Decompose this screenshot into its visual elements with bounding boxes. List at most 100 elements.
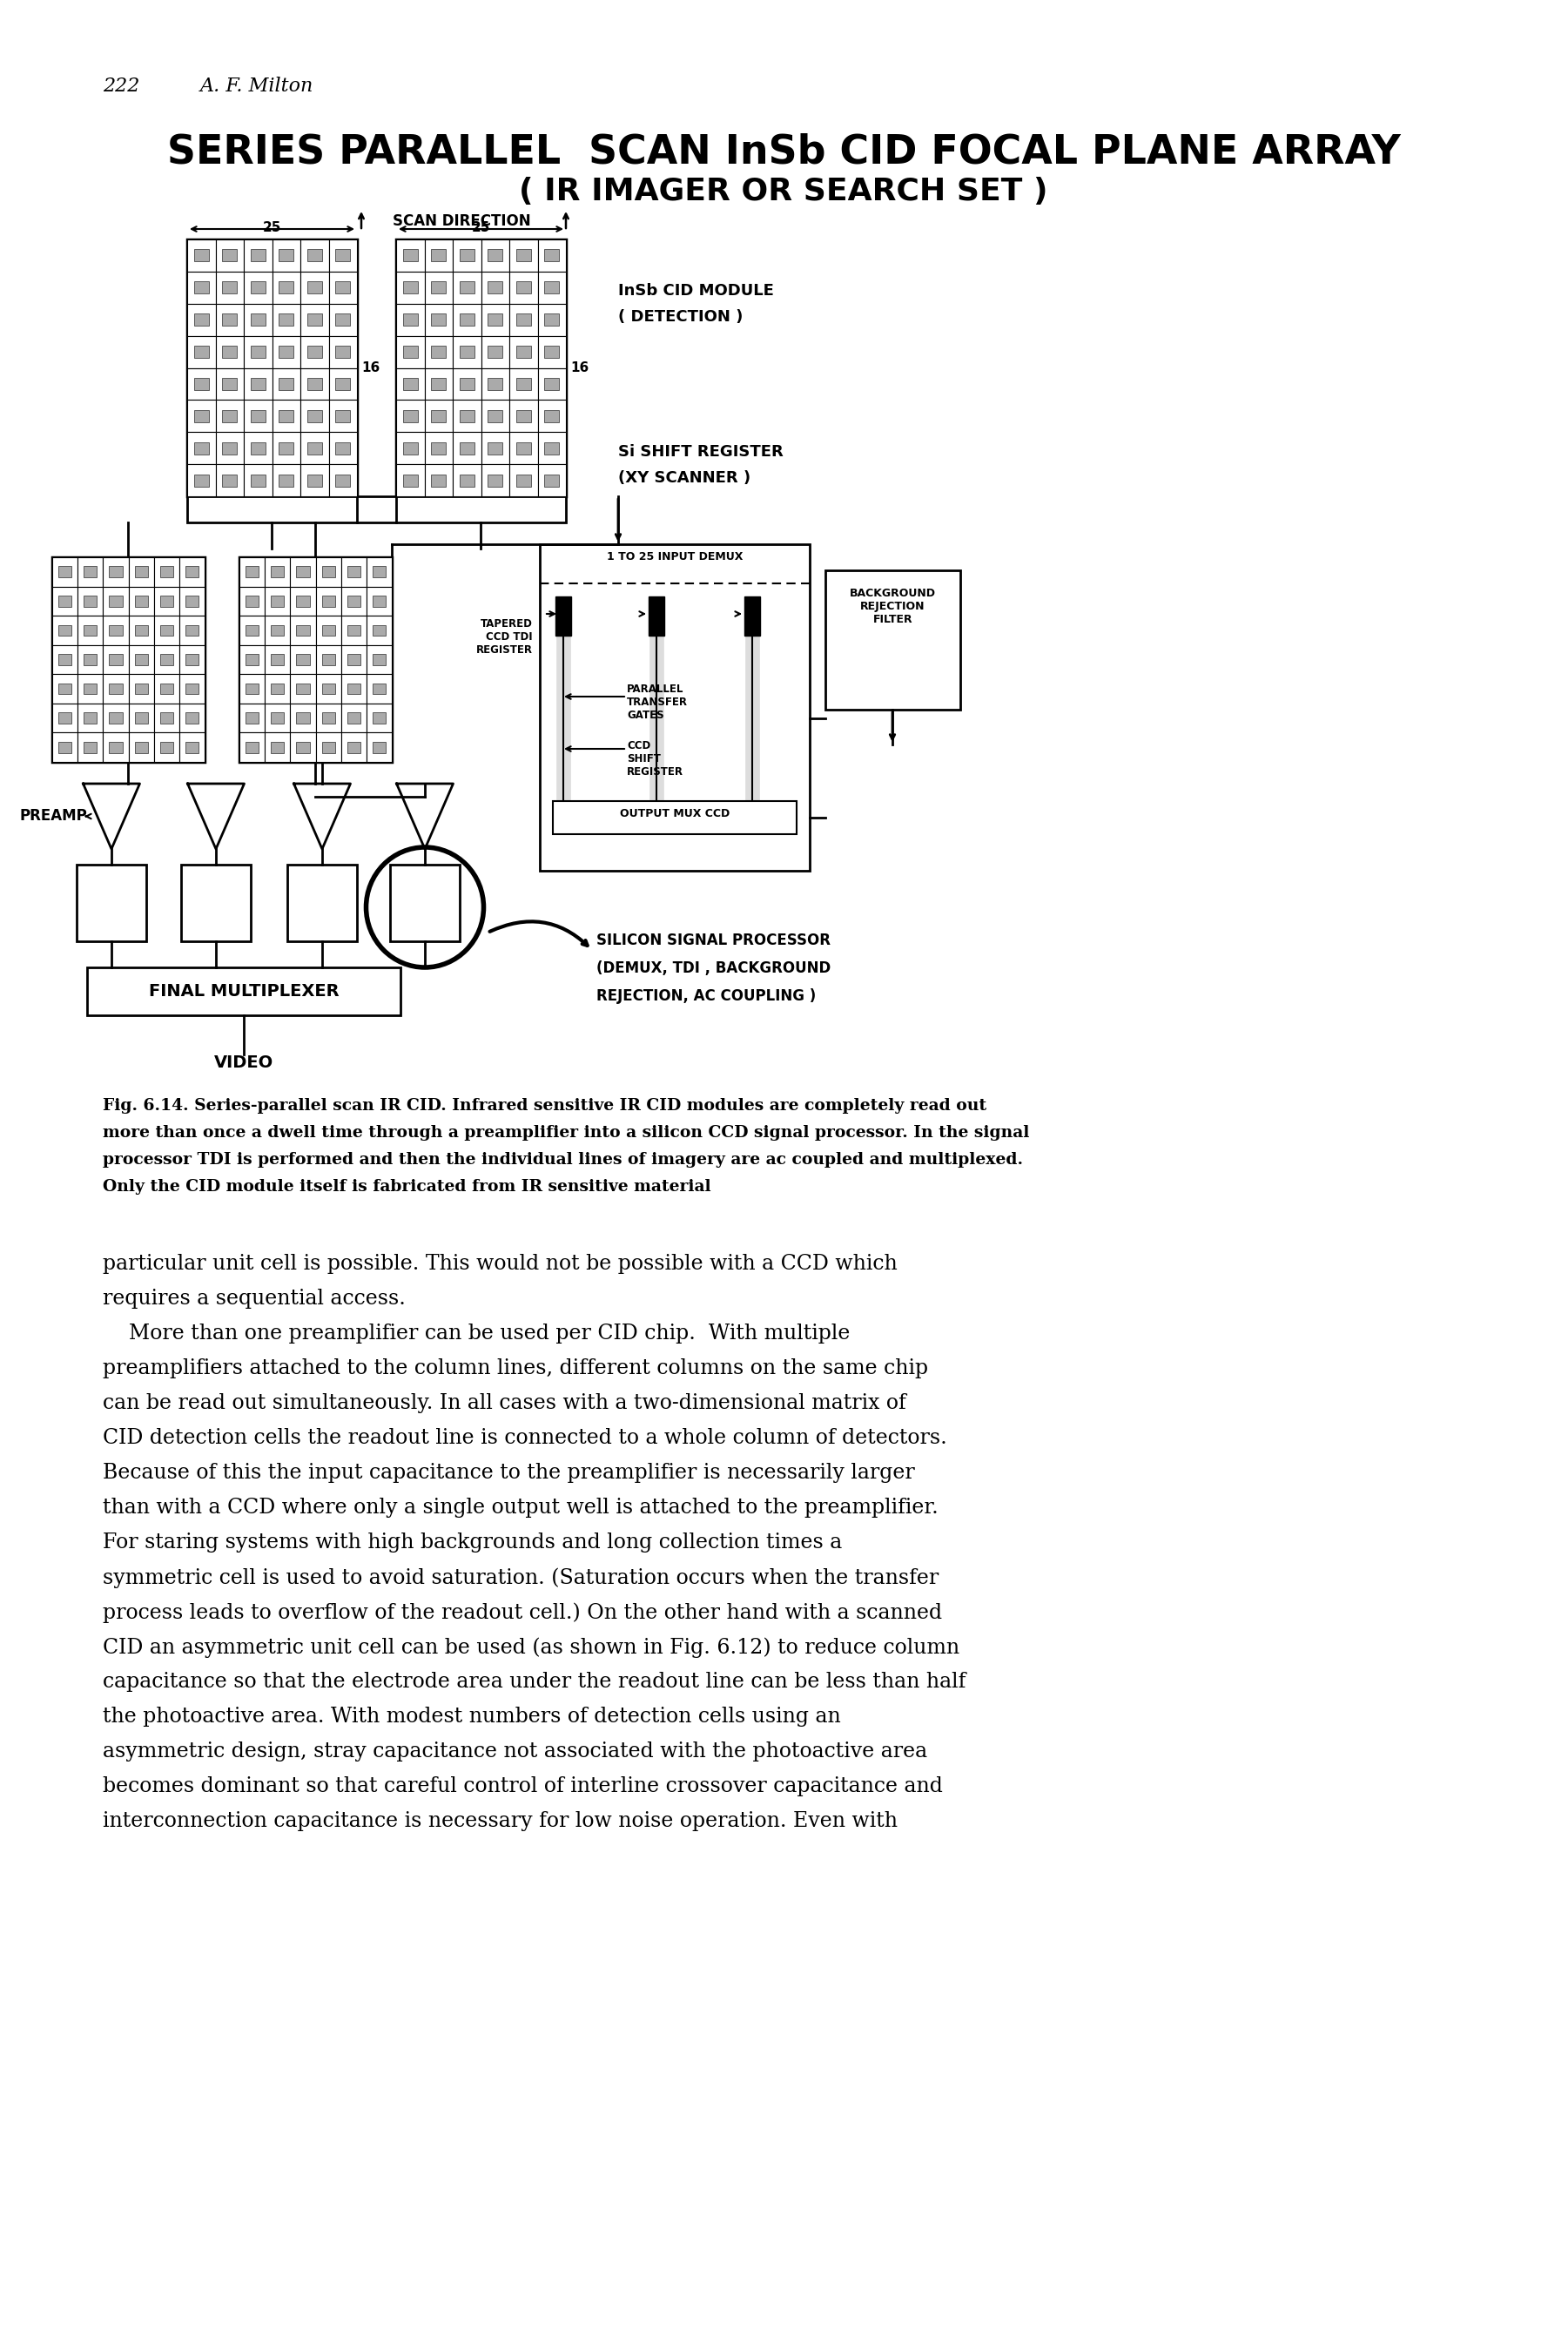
Bar [373,567,386,578]
Text: More than one preamplifier can be used per CID chip.  With multiple: More than one preamplifier can be used p… [103,1324,850,1342]
Bar [187,336,215,367]
Bar [347,625,361,635]
Bar [347,595,361,607]
Bar [307,346,321,357]
Bar [397,367,425,400]
Bar [223,249,237,261]
Bar [223,313,237,327]
Bar [110,684,122,694]
Bar [403,475,417,487]
Bar [397,240,566,496]
Bar [279,379,293,390]
Bar [538,400,566,433]
Bar [215,367,243,400]
Bar [251,346,265,357]
Bar [273,367,301,400]
Bar [340,557,367,585]
Bar [185,654,199,665]
Bar [425,303,453,336]
Bar [390,865,459,940]
Bar [307,313,321,327]
Bar [373,595,386,607]
Bar [52,557,204,762]
Bar [373,712,386,724]
Bar [179,616,204,644]
Bar [315,616,340,644]
Bar [129,734,154,762]
Bar [135,595,147,607]
Bar [453,367,481,400]
Bar [431,282,445,294]
Bar [544,346,560,357]
Bar [329,463,358,496]
Bar [367,616,392,644]
Bar [481,367,510,400]
Bar [243,367,273,400]
Bar [103,616,129,644]
Bar [516,475,532,487]
Bar [240,557,392,762]
Bar [273,336,301,367]
Bar [187,433,215,463]
Bar [555,597,571,635]
Bar [154,675,179,703]
Bar [296,625,309,635]
Bar [425,336,453,367]
Text: process leads to overflow of the readout cell.) On the other hand with a scanned: process leads to overflow of the readout… [103,1601,942,1622]
Bar [223,346,237,357]
Bar [649,597,665,635]
Bar [544,282,560,294]
Bar [103,585,129,616]
Bar [78,616,103,644]
Bar [179,585,204,616]
Bar [194,475,209,487]
Text: 1 TO 25 INPUT DEMUX: 1 TO 25 INPUT DEMUX [607,550,743,562]
Bar [194,346,209,357]
Bar [340,644,367,675]
Bar [367,675,392,703]
Bar [329,303,358,336]
Bar [194,249,209,261]
Bar [431,409,445,423]
Bar [488,346,502,357]
Bar [279,346,293,357]
Bar [185,567,199,578]
Bar [154,557,179,585]
Bar [103,734,129,762]
Bar [481,433,510,463]
Bar [321,567,336,578]
Bar [58,625,72,635]
Bar [78,675,103,703]
Bar [194,409,209,423]
Text: SERIES PARALLEL  SCAN InSb CID FOCAL PLANE ARRAY: SERIES PARALLEL SCAN InSb CID FOCAL PLAN… [166,132,1400,172]
Bar [301,433,329,463]
Bar [538,367,566,400]
Bar [215,463,243,496]
Text: (DEMUX, TDI , BACKGROUND: (DEMUX, TDI , BACKGROUND [596,962,831,976]
Bar [510,400,538,433]
Bar [185,595,199,607]
Bar [251,379,265,390]
Bar [52,616,78,644]
Bar [425,400,453,433]
Bar [488,409,502,423]
Bar [110,595,122,607]
Text: InSb CID MODULE: InSb CID MODULE [618,282,775,299]
Bar [516,249,532,261]
Bar [52,675,78,703]
Bar [367,585,392,616]
Bar [340,734,367,762]
Bar [194,282,209,294]
Bar [246,684,259,694]
Bar [397,240,425,273]
Bar [538,303,566,336]
Text: capacitance so that the electrode area under the readout line can be less than h: capacitance so that the electrode area u… [103,1672,966,1693]
Bar [240,734,265,762]
Text: CID an asymmetric unit cell can be used (as shown in Fig. 6.12) to reduce column: CID an asymmetric unit cell can be used … [103,1636,960,1657]
Bar [481,240,510,273]
Bar [58,654,72,665]
Bar [154,644,179,675]
Bar [459,442,474,454]
Text: For staring systems with high backgrounds and long collection times a: For staring systems with high background… [103,1533,842,1552]
Bar [347,741,361,752]
